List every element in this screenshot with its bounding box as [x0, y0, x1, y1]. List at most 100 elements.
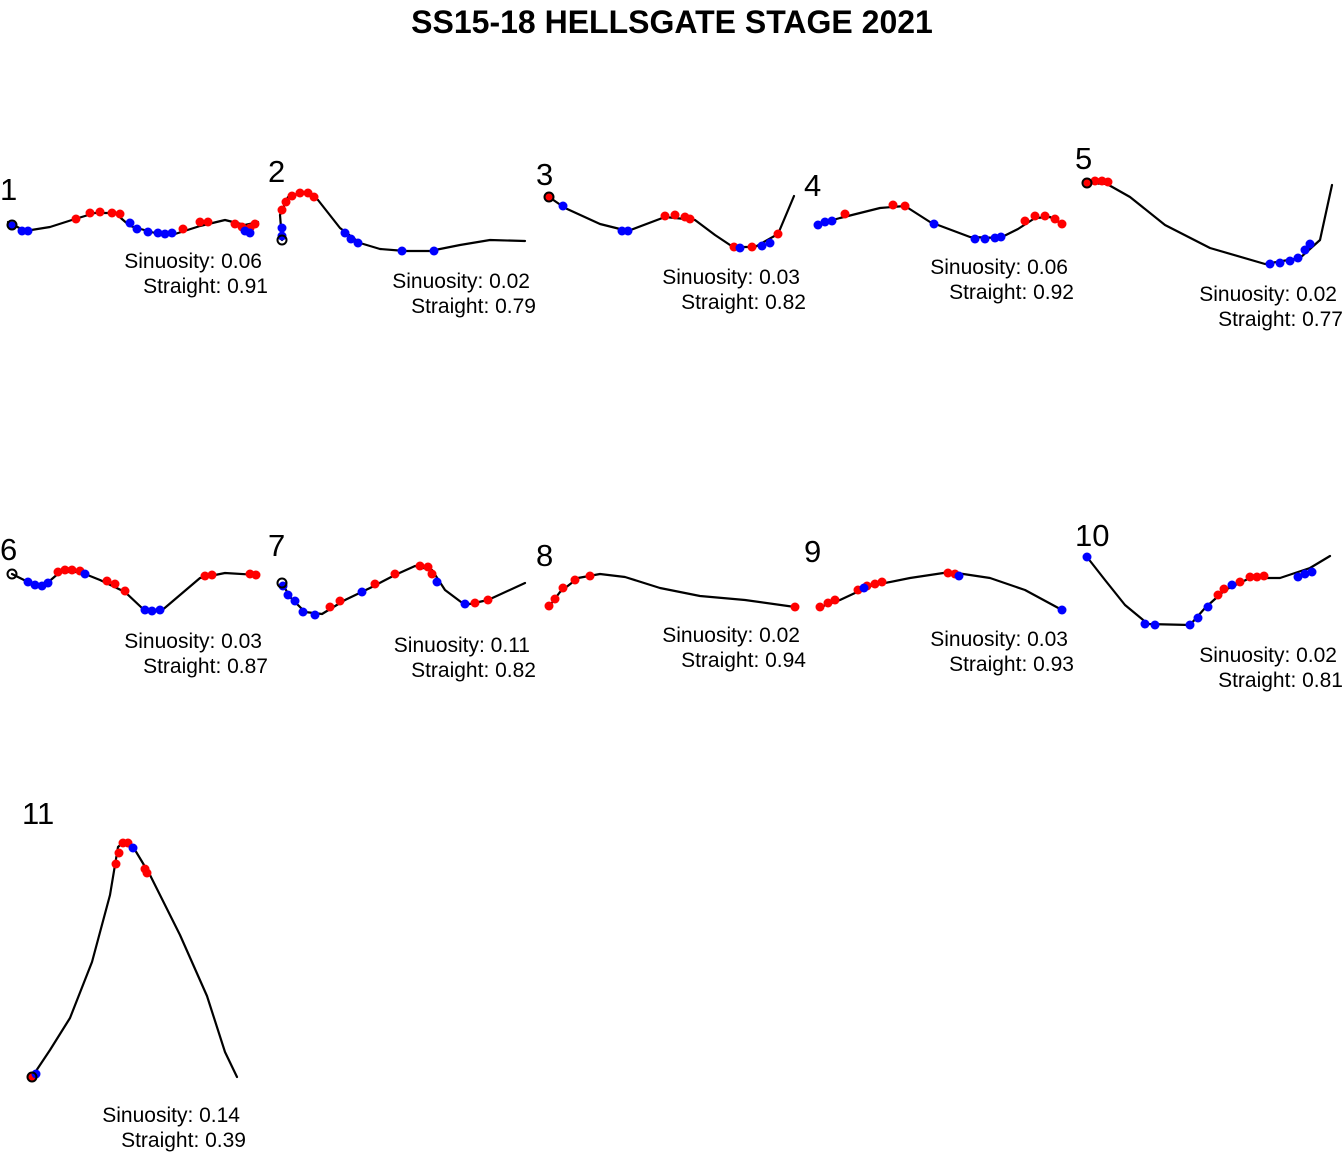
blue-marker — [23, 226, 33, 236]
red-marker — [309, 192, 319, 202]
red-marker — [1259, 571, 1269, 581]
start-marker — [543, 191, 555, 203]
red-marker — [544, 192, 554, 202]
blue-marker — [1300, 569, 1310, 579]
red-marker — [60, 565, 70, 575]
start-marker — [6, 219, 18, 231]
straight-text: Straight: 0.94 — [681, 649, 806, 672]
blue-marker — [429, 246, 439, 256]
segment-number: 6 — [0, 532, 17, 567]
red-marker — [943, 568, 953, 578]
red-marker — [544, 601, 554, 611]
blue-marker — [1227, 580, 1237, 590]
straight-text: Straight: 0.92 — [949, 281, 1074, 304]
segment-number: 11 — [22, 796, 54, 831]
straight-text: Straight: 0.79 — [411, 295, 536, 318]
blue-marker — [1265, 259, 1275, 269]
track-line — [30, 839, 239, 1079]
red-marker — [102, 576, 112, 586]
blue-marker — [735, 243, 745, 253]
red-marker — [142, 868, 152, 878]
segment-number: 10 — [1075, 518, 1109, 553]
red-marker — [427, 569, 437, 579]
red-marker — [203, 217, 213, 227]
blue-marker — [1293, 572, 1303, 582]
red-marker — [287, 191, 297, 201]
sinuosity-text: Sinuosity: 0.02 — [1199, 283, 1337, 306]
blue-marker — [460, 599, 470, 609]
sinuosity-text: Sinuosity: 0.11 — [394, 634, 530, 657]
red-marker — [423, 562, 433, 572]
straight-text: Straight: 0.81 — [1218, 669, 1343, 692]
blue-marker — [765, 238, 775, 248]
red-marker — [200, 571, 210, 581]
red-marker — [110, 579, 120, 589]
red-marker — [1245, 572, 1255, 582]
blue-marker — [1150, 620, 1160, 630]
red-marker — [53, 567, 63, 577]
blue-marker — [160, 229, 170, 239]
sinuosity-text: Sinuosity: 0.02 — [1199, 644, 1337, 667]
red-marker — [1050, 214, 1060, 224]
sinuosity-text: Sinuosity: 0.03 — [124, 630, 262, 653]
blue-marker — [623, 226, 633, 236]
red-marker — [823, 598, 833, 608]
blue-marker — [929, 219, 939, 229]
red-marker — [888, 200, 898, 210]
red-marker — [1020, 216, 1030, 226]
red-marker — [815, 602, 825, 612]
red-marker — [558, 583, 568, 593]
red-marker — [95, 207, 105, 217]
track-line — [1085, 554, 1332, 627]
red-marker — [1213, 590, 1223, 600]
red-marker — [71, 214, 81, 224]
blue-marker — [397, 246, 407, 256]
red-marker — [250, 219, 260, 229]
sinuosity-text: Sinuosity: 0.03 — [930, 628, 1068, 651]
red-marker — [195, 217, 205, 227]
track-line — [280, 564, 527, 616]
straight-text: Straight: 0.87 — [143, 655, 268, 678]
red-marker — [111, 859, 121, 869]
segment-number: 2 — [268, 154, 285, 189]
blue-marker — [245, 228, 255, 238]
segment-number: 8 — [536, 538, 553, 573]
blue-marker — [143, 227, 153, 237]
red-marker — [230, 219, 240, 229]
red-marker — [370, 579, 380, 589]
red-marker — [1235, 577, 1245, 587]
segment-number: 5 — [1075, 141, 1092, 176]
straight-text: Straight: 0.93 — [949, 653, 1074, 676]
blue-marker — [1305, 239, 1315, 249]
blue-marker — [298, 607, 308, 617]
red-marker — [115, 209, 125, 219]
blue-marker — [125, 218, 135, 228]
blue-marker — [310, 610, 320, 620]
blue-marker — [1285, 256, 1295, 266]
red-marker — [870, 579, 880, 589]
straight-text: Straight: 0.77 — [1218, 308, 1343, 331]
track-line — [10, 570, 260, 614]
track-line — [1085, 181, 1334, 266]
red-marker — [900, 201, 910, 211]
blue-marker — [859, 583, 869, 593]
blue-marker — [820, 217, 830, 227]
blue-marker — [757, 241, 767, 251]
blue-marker — [1185, 620, 1195, 630]
blue-marker — [132, 224, 142, 234]
segment-number: 9 — [804, 534, 821, 569]
red-marker — [251, 570, 261, 580]
sinuosity-text: Sinuosity: 0.03 — [662, 266, 800, 289]
red-marker — [747, 242, 757, 252]
blue-marker — [290, 596, 300, 606]
red-marker — [415, 561, 425, 571]
blue-marker — [147, 606, 157, 616]
sinuosity-text: Sinuosity: 0.02 — [662, 624, 800, 647]
blue-marker — [155, 605, 165, 615]
red-marker — [773, 229, 783, 239]
